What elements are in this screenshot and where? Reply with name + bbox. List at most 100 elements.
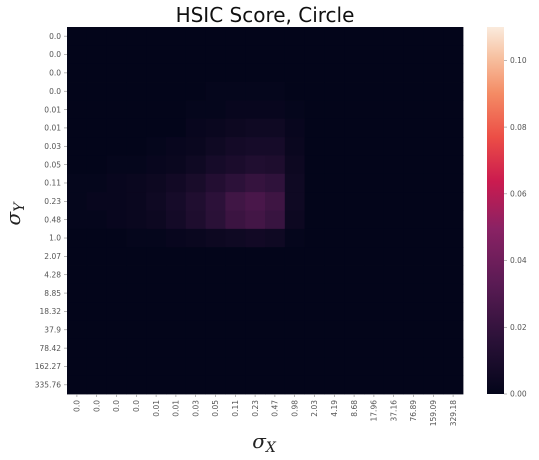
heatmap-cell bbox=[284, 155, 305, 175]
heatmap-cell bbox=[324, 247, 345, 266]
heatmap-cell bbox=[364, 173, 385, 193]
heatmap-cell bbox=[423, 63, 444, 83]
heatmap-cell bbox=[225, 27, 246, 46]
heatmap-cell bbox=[383, 100, 404, 120]
heatmap-cell bbox=[284, 27, 305, 46]
heatmap-cell bbox=[344, 338, 365, 358]
heatmap-cell bbox=[126, 118, 147, 138]
heatmap-cell bbox=[364, 82, 385, 101]
x-tick-label: 0.0 bbox=[92, 400, 101, 412]
y-tick-label: 8.85 bbox=[44, 289, 61, 298]
heatmap-cell bbox=[265, 173, 286, 193]
heatmap-cell bbox=[344, 137, 365, 156]
heatmap-cell bbox=[86, 338, 107, 358]
heatmap-cell bbox=[225, 118, 246, 138]
x-tick-label: 0.0 bbox=[132, 400, 141, 412]
heatmap-cell bbox=[245, 375, 266, 395]
heatmap-cell bbox=[364, 45, 385, 65]
heatmap-cell bbox=[383, 118, 404, 138]
heatmap-cell bbox=[205, 173, 226, 193]
heatmap-cell bbox=[146, 338, 167, 358]
heatmap-cell bbox=[344, 357, 365, 377]
heatmap-cell bbox=[67, 118, 88, 138]
heatmap-cell bbox=[324, 82, 345, 101]
heatmap-cell bbox=[383, 210, 404, 230]
heatmap-cell bbox=[166, 320, 187, 340]
heatmap-cell bbox=[106, 118, 127, 138]
heatmap-cell bbox=[225, 137, 246, 156]
heatmap-cell bbox=[344, 155, 365, 175]
heatmap-cell bbox=[284, 45, 305, 65]
heatmap-cell bbox=[443, 357, 464, 377]
heatmap-cell bbox=[86, 155, 107, 175]
heatmap-cell bbox=[265, 283, 286, 303]
heatmap-cell bbox=[67, 173, 88, 193]
y-tick-label: 0.0 bbox=[49, 87, 61, 96]
heatmap-cell bbox=[225, 155, 246, 175]
heatmap-cell bbox=[443, 265, 464, 285]
heatmap-cell bbox=[403, 265, 424, 285]
heatmap-cell bbox=[344, 283, 365, 303]
heatmap-cell bbox=[245, 82, 266, 101]
heatmap-cell bbox=[344, 63, 365, 83]
heatmap-cell bbox=[205, 283, 226, 303]
heatmap-cell bbox=[106, 173, 127, 193]
y-tick-label: 0.03 bbox=[44, 142, 61, 151]
heatmap-cell bbox=[166, 192, 187, 211]
heatmap-cell bbox=[344, 82, 365, 101]
heatmap-cell bbox=[126, 137, 147, 156]
y-tick-label: 335.76 bbox=[35, 381, 61, 390]
y-tick-labels: 0.0 0.0 0.0 0.0 0.01 0.01 0.03 0.05 0.11 0.23 0.48… bbox=[35, 32, 67, 390]
heatmap-cell bbox=[443, 320, 464, 340]
heatmap-cell bbox=[245, 357, 266, 377]
heatmap-cell bbox=[166, 265, 187, 285]
heatmap-cell bbox=[443, 173, 464, 193]
heatmap-cell bbox=[126, 283, 147, 303]
heatmap-cell bbox=[185, 82, 206, 101]
heatmap-cell bbox=[245, 302, 266, 321]
heatmap-cell bbox=[324, 173, 345, 193]
heatmap-cell bbox=[364, 210, 385, 230]
x-tick-label: 0.11 bbox=[231, 400, 240, 417]
heatmap-cell bbox=[185, 320, 206, 340]
heatmap-cell bbox=[106, 357, 127, 377]
heatmap-cell bbox=[225, 82, 246, 101]
heatmap-cell bbox=[265, 320, 286, 340]
heatmap-cell bbox=[443, 27, 464, 46]
heatmap-cell bbox=[324, 210, 345, 230]
heatmap-cell bbox=[126, 27, 147, 46]
heatmap-cell bbox=[304, 45, 325, 65]
heatmap-cell bbox=[225, 302, 246, 321]
heatmap-cell bbox=[126, 338, 147, 358]
heatmap-cell bbox=[443, 192, 464, 211]
heatmap-cell bbox=[304, 283, 325, 303]
heatmap-cell bbox=[146, 155, 167, 175]
heatmap-cell bbox=[166, 27, 187, 46]
heatmap-cell bbox=[225, 210, 246, 230]
heatmap-cell bbox=[106, 247, 127, 266]
heatmap-cell bbox=[67, 302, 88, 321]
heatmap-cell bbox=[146, 63, 167, 83]
heatmap-cell bbox=[67, 338, 88, 358]
heatmap-cell bbox=[284, 192, 305, 211]
heatmap-cell bbox=[205, 192, 226, 211]
heatmap-cell bbox=[86, 27, 107, 46]
y-tick-label: 0.23 bbox=[44, 197, 61, 206]
heatmap-cell bbox=[67, 82, 88, 101]
heatmap-cell bbox=[205, 63, 226, 83]
heatmap-cell bbox=[86, 228, 107, 248]
heatmap-cell bbox=[245, 63, 266, 83]
heatmap-cell bbox=[304, 137, 325, 156]
heatmap-cell bbox=[265, 63, 286, 83]
heatmap-cell bbox=[265, 192, 286, 211]
heatmap-cell bbox=[383, 27, 404, 46]
heatmap-cell bbox=[344, 375, 365, 395]
heatmap-cell bbox=[364, 63, 385, 83]
heatmap-cell bbox=[106, 265, 127, 285]
heatmap-cell bbox=[324, 118, 345, 138]
y-tick-label: 0.0 bbox=[49, 69, 61, 78]
heatmap-cell bbox=[146, 247, 167, 266]
heatmap-cell bbox=[383, 338, 404, 358]
y-tick-label: 0.0 bbox=[49, 50, 61, 59]
heatmap-cell bbox=[126, 320, 147, 340]
